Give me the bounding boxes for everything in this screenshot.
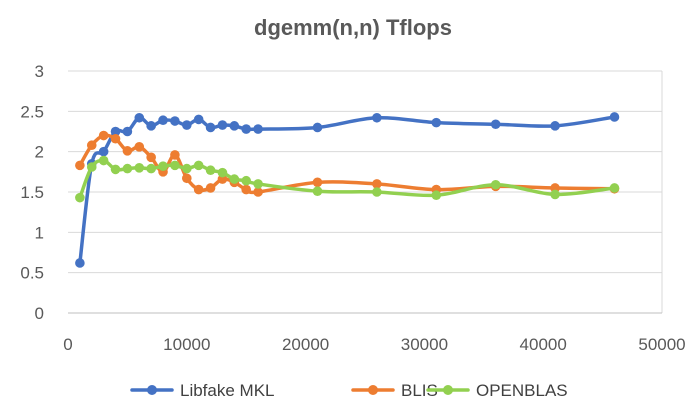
data-point-openblas xyxy=(312,186,323,196)
data-point-openblas xyxy=(229,174,240,184)
data-point-openblas xyxy=(86,162,97,172)
data-point-openblas xyxy=(217,167,228,178)
series-openblas xyxy=(75,155,620,203)
legend-point-marker xyxy=(368,385,378,395)
legend-item-blis: BLIS xyxy=(351,381,438,400)
data-point-openblas xyxy=(241,175,251,186)
data-point-openblas xyxy=(253,179,263,189)
x-tick-label: 0 xyxy=(63,335,72,354)
x-tick-label: 10000 xyxy=(163,335,210,354)
data-point-blis xyxy=(98,130,109,141)
data-point-blis xyxy=(134,142,145,152)
data-point-openblas xyxy=(550,189,560,200)
data-point-openblas xyxy=(134,163,145,173)
y-tick-label: 1 xyxy=(35,223,44,242)
x-tick-label: 50000 xyxy=(638,335,685,354)
data-point-libfake-mkl xyxy=(253,124,263,134)
legend-label: Libfake MKL xyxy=(180,381,275,400)
data-point-libfake-mkl xyxy=(490,119,501,130)
data-point-libfake-mkl xyxy=(312,122,323,133)
data-point-openblas xyxy=(609,183,620,193)
y-tick-label: 0 xyxy=(35,304,44,323)
data-point-blis xyxy=(182,173,192,184)
legend-point-marker xyxy=(147,385,157,395)
data-point-libfake-mkl xyxy=(182,120,192,130)
data-point-libfake-mkl xyxy=(146,121,156,131)
x-tick-label: 30000 xyxy=(401,335,448,354)
y-tick-label: 2.5 xyxy=(20,102,44,121)
data-point-libfake-mkl xyxy=(609,112,620,122)
data-point-libfake-mkl xyxy=(110,126,121,137)
data-point-blis xyxy=(86,140,97,151)
data-point-libfake-mkl xyxy=(158,115,168,126)
data-point-libfake-mkl xyxy=(170,116,180,126)
data-point-libfake-mkl xyxy=(550,121,560,131)
y-tick-label: 2 xyxy=(35,143,44,162)
data-point-openblas xyxy=(110,164,121,175)
series-blis xyxy=(75,130,620,197)
legend-item-openblas: OPENBLAS xyxy=(426,381,568,400)
data-point-libfake-mkl xyxy=(205,122,216,133)
data-point-libfake-mkl xyxy=(193,114,204,125)
data-point-libfake-mkl xyxy=(372,112,382,123)
legend: Libfake MKL BLIS OPENBLAS xyxy=(130,381,568,400)
axis-layer: 0 0.5 1 1.5 2 2.5 3 0 10000 20000 30000 40000 50000 xyxy=(20,62,685,354)
series-line-blis xyxy=(78,133,617,195)
data-point-openblas xyxy=(182,163,192,174)
data-point-openblas xyxy=(122,163,133,174)
data-point-openblas xyxy=(98,155,109,166)
legend-point-marker xyxy=(443,385,453,395)
y-tick-label: 3 xyxy=(35,62,44,81)
data-point-blis xyxy=(110,133,121,144)
data-point-libfake-mkl xyxy=(75,258,85,268)
series-libfake-mkl xyxy=(75,112,620,268)
chart-title: dgemm(n,n) Tflops xyxy=(254,15,452,40)
data-point-blis xyxy=(122,146,133,156)
y-tick-label: 1.5 xyxy=(20,183,44,202)
data-point-blis xyxy=(205,183,216,193)
data-point-libfake-mkl xyxy=(134,112,145,123)
x-tick-label: 40000 xyxy=(520,335,567,354)
data-point-openblas xyxy=(372,187,382,197)
data-point-libfake-mkl xyxy=(98,146,109,157)
data-point-libfake-mkl xyxy=(431,117,442,128)
data-point-openblas xyxy=(431,190,442,201)
data-point-libfake-mkl xyxy=(229,121,240,131)
data-point-libfake-mkl xyxy=(241,124,251,134)
x-tick-label: 20000 xyxy=(282,335,329,354)
legend-label: OPENBLAS xyxy=(476,381,568,400)
data-point-openblas xyxy=(75,192,85,203)
data-point-blis xyxy=(241,184,251,195)
data-point-openblas xyxy=(146,163,156,174)
legend-item-libfake-mkl: Libfake MKL xyxy=(130,381,275,400)
series-layer xyxy=(75,112,620,268)
data-point-blis xyxy=(193,184,204,195)
data-point-libfake-mkl xyxy=(217,120,228,130)
data-point-blis xyxy=(146,152,156,163)
data-point-blis xyxy=(312,177,323,188)
data-point-blis xyxy=(253,187,263,197)
data-point-openblas xyxy=(158,161,168,171)
data-point-blis xyxy=(75,160,85,171)
grid-layer xyxy=(68,70,663,314)
y-tick-label: 0.5 xyxy=(20,264,44,283)
data-point-blis xyxy=(372,179,382,189)
data-point-openblas xyxy=(193,160,204,171)
data-point-openblas xyxy=(205,165,216,176)
legend-label: BLIS xyxy=(401,381,438,400)
data-point-openblas xyxy=(170,160,180,171)
data-point-libfake-mkl xyxy=(122,126,133,137)
series-line-openblas xyxy=(78,158,617,200)
data-point-openblas xyxy=(490,179,501,190)
data-point-blis xyxy=(170,150,180,160)
